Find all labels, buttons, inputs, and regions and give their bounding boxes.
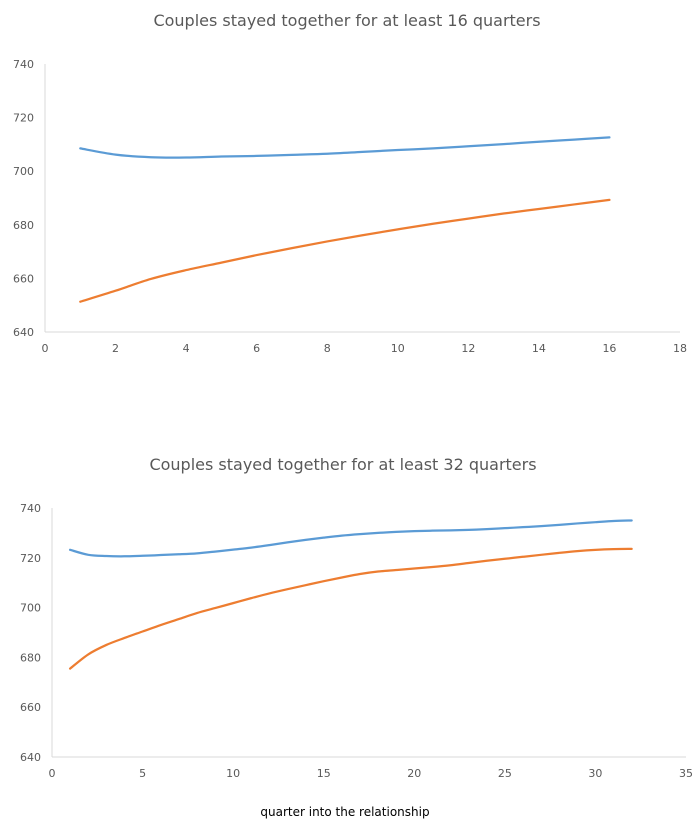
chart-1-x-tick-label: 16 bbox=[602, 342, 616, 355]
chart-2-y-tick-label: 680 bbox=[20, 651, 41, 664]
chart-2-title: Couples stayed together for at least 32 … bbox=[149, 455, 536, 474]
chart-2-series-orange-line bbox=[68, 547, 633, 670]
chart-1-series-orange-line bbox=[79, 198, 611, 303]
chart-2-y-tick-label: 720 bbox=[20, 552, 41, 565]
chart-2-x-tick-label: 35 bbox=[679, 767, 693, 780]
chart-2-x-tick-label: 0 bbox=[49, 767, 56, 780]
chart-1-y-tick-label: 700 bbox=[13, 165, 34, 178]
chart-2-x-ticks: 0 5 10 15 20 25 30 35 bbox=[49, 767, 694, 780]
chart-1-x-tick-label: 2 bbox=[112, 342, 119, 355]
chart-1-y-tick-label: 680 bbox=[13, 219, 34, 232]
chart-2-x-tick-label: 20 bbox=[407, 767, 421, 780]
chart-1-title: Couples stayed together for at least 16 … bbox=[153, 11, 540, 30]
chart-2-y-tick-label: 640 bbox=[20, 751, 41, 764]
chart-2-series-blue-line bbox=[68, 519, 633, 558]
chart-1-x-tick-label: 0 bbox=[42, 342, 49, 355]
chart-2-x-tick-label: 15 bbox=[317, 767, 331, 780]
chart-1-x-tick-label: 18 bbox=[673, 342, 687, 355]
chart-1-x-tick-label: 4 bbox=[183, 342, 190, 355]
chart-1-y-ticks: 640 660 680 700 720 740 bbox=[13, 58, 34, 339]
chart-1-y-tick-label: 740 bbox=[13, 58, 34, 71]
chart-1-x-ticks: 0 2 4 6 8 10 12 14 16 18 bbox=[42, 342, 688, 355]
chart-2-x-tick-label: 5 bbox=[139, 767, 146, 780]
chart-1: Couples stayed together for at least 16 … bbox=[13, 11, 687, 355]
chart-2-series bbox=[68, 519, 633, 670]
chart-2-x-tick-label: 30 bbox=[588, 767, 602, 780]
chart-2-y-tick-label: 660 bbox=[20, 701, 41, 714]
chart-2-y-tick-label: 700 bbox=[20, 602, 41, 615]
chart-2-y-ticks: 640 660 680 700 720 740 bbox=[20, 502, 41, 764]
chart-1-y-tick-label: 640 bbox=[13, 326, 34, 339]
chart-1-y-tick-label: 720 bbox=[13, 112, 34, 125]
chart-1-x-tick-label: 12 bbox=[461, 342, 475, 355]
chart-1-x-tick-label: 10 bbox=[391, 342, 405, 355]
chart-2: Couples stayed together for at least 32 … bbox=[20, 455, 693, 819]
chart-1-series-blue-line bbox=[79, 136, 611, 159]
chart-1-x-tick-label: 6 bbox=[253, 342, 260, 355]
chart-1-x-tick-label: 14 bbox=[532, 342, 546, 355]
chart-2-y-tick-label: 740 bbox=[20, 502, 41, 515]
chart-2-x-tick-label: 25 bbox=[498, 767, 512, 780]
chart-1-series bbox=[79, 136, 611, 303]
chart-2-x-tick-label: 10 bbox=[226, 767, 240, 780]
chart-1-y-tick-label: 660 bbox=[13, 272, 34, 285]
chart-1-x-tick-label: 8 bbox=[324, 342, 331, 355]
chart-2-x-axis-label: quarter into the relationship bbox=[260, 805, 429, 819]
